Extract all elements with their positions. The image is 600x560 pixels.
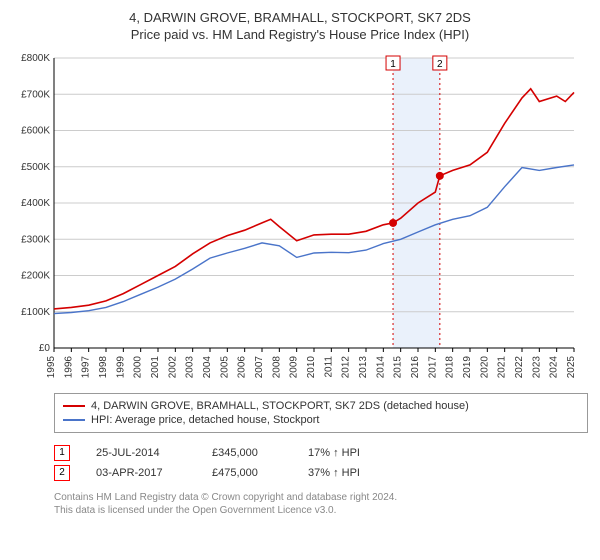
svg-text:2001: 2001	[150, 355, 161, 378]
svg-text:2002: 2002	[167, 355, 178, 378]
svg-text:2009: 2009	[289, 355, 300, 378]
svg-text:2005: 2005	[219, 355, 230, 378]
sale-delta-1: 17% ↑ HPI	[308, 447, 388, 459]
legend-swatch-hpi	[63, 419, 85, 421]
svg-text:2024: 2024	[549, 355, 560, 378]
legend-row-hpi: HPI: Average price, detached house, Stoc…	[63, 414, 579, 426]
svg-text:2017: 2017	[427, 355, 438, 378]
svg-text:£0: £0	[39, 343, 51, 354]
svg-text:2018: 2018	[445, 355, 456, 378]
svg-text:1996: 1996	[63, 355, 74, 378]
chart-area: £0 £100K £200K £300K £400K £500K £600K £700K £80…	[12, 50, 588, 385]
svg-text:£200K: £200K	[21, 270, 50, 281]
sale-price-2: £475,000	[212, 467, 282, 479]
chart-svg: £0 £100K £200K £300K £400K £500K £600K £700K £80…	[12, 50, 588, 380]
legend-box: 4, DARWIN GROVE, BRAMHALL, STOCKPORT, SK…	[54, 393, 588, 433]
svg-text:1999: 1999	[115, 355, 126, 378]
sale-row-1: 1 25-JUL-2014 £345,000 17% ↑ HPI	[54, 445, 588, 461]
svg-text:£100K: £100K	[21, 307, 50, 318]
svg-text:1995: 1995	[46, 355, 57, 378]
svg-text:2006: 2006	[237, 355, 248, 378]
svg-text:£500K: £500K	[21, 162, 50, 173]
footer: Contains HM Land Registry data © Crown c…	[54, 491, 588, 517]
svg-text:1: 1	[390, 59, 396, 70]
svg-text:2013: 2013	[358, 355, 369, 378]
chart-title: 4, DARWIN GROVE, BRAMHALL, STOCKPORT, SK…	[12, 10, 588, 44]
legend-label-hpi: HPI: Average price, detached house, Stoc…	[91, 414, 320, 426]
footer-line-2: This data is licensed under the Open Gov…	[54, 504, 588, 517]
svg-text:2015: 2015	[393, 355, 404, 378]
svg-text:£300K: £300K	[21, 234, 50, 245]
sale-row-2: 2 03-APR-2017 £475,000 37% ↑ HPI	[54, 465, 588, 481]
svg-text:2012: 2012	[341, 355, 352, 378]
svg-text:2021: 2021	[497, 355, 508, 378]
svg-text:2010: 2010	[306, 355, 317, 378]
svg-text:2022: 2022	[514, 355, 525, 378]
svg-text:2007: 2007	[254, 355, 265, 378]
sale-delta-2: 37% ↑ HPI	[308, 467, 388, 479]
svg-text:2020: 2020	[479, 355, 490, 378]
footer-line-1: Contains HM Land Registry data © Crown c…	[54, 491, 588, 504]
sale-date-1: 25-JUL-2014	[96, 447, 186, 459]
svg-text:£400K: £400K	[21, 198, 50, 209]
svg-text:2004: 2004	[202, 355, 213, 378]
svg-text:£600K: £600K	[21, 125, 50, 136]
svg-text:1997: 1997	[81, 355, 92, 378]
title-line-1: 4, DARWIN GROVE, BRAMHALL, STOCKPORT, SK…	[12, 10, 588, 27]
legend-row-property: 4, DARWIN GROVE, BRAMHALL, STOCKPORT, SK…	[63, 400, 579, 412]
svg-text:2: 2	[437, 59, 443, 70]
svg-text:2025: 2025	[566, 355, 577, 378]
svg-text:£700K: £700K	[21, 89, 50, 100]
svg-text:1998: 1998	[98, 355, 109, 378]
svg-text:2014: 2014	[375, 355, 386, 378]
legend-swatch-property	[63, 405, 85, 407]
svg-text:2019: 2019	[462, 355, 473, 378]
sales-table: 1 25-JUL-2014 £345,000 17% ↑ HPI 2 03-AP…	[54, 441, 588, 485]
svg-text:2023: 2023	[531, 355, 542, 378]
legend-label-property: 4, DARWIN GROVE, BRAMHALL, STOCKPORT, SK…	[91, 400, 469, 412]
svg-text:£800K: £800K	[21, 53, 50, 64]
sale-marker-1: 1	[54, 445, 70, 461]
svg-text:2003: 2003	[185, 355, 196, 378]
sale-date-2: 03-APR-2017	[96, 467, 186, 479]
svg-text:2000: 2000	[133, 355, 144, 378]
svg-text:2008: 2008	[271, 355, 282, 378]
sale-price-1: £345,000	[212, 447, 282, 459]
svg-text:2011: 2011	[323, 355, 334, 377]
title-line-2: Price paid vs. HM Land Registry's House …	[12, 27, 588, 44]
sale-marker-2: 2	[54, 465, 70, 481]
figure-container: 4, DARWIN GROVE, BRAMHALL, STOCKPORT, SK…	[0, 0, 600, 560]
svg-text:2016: 2016	[410, 355, 421, 378]
